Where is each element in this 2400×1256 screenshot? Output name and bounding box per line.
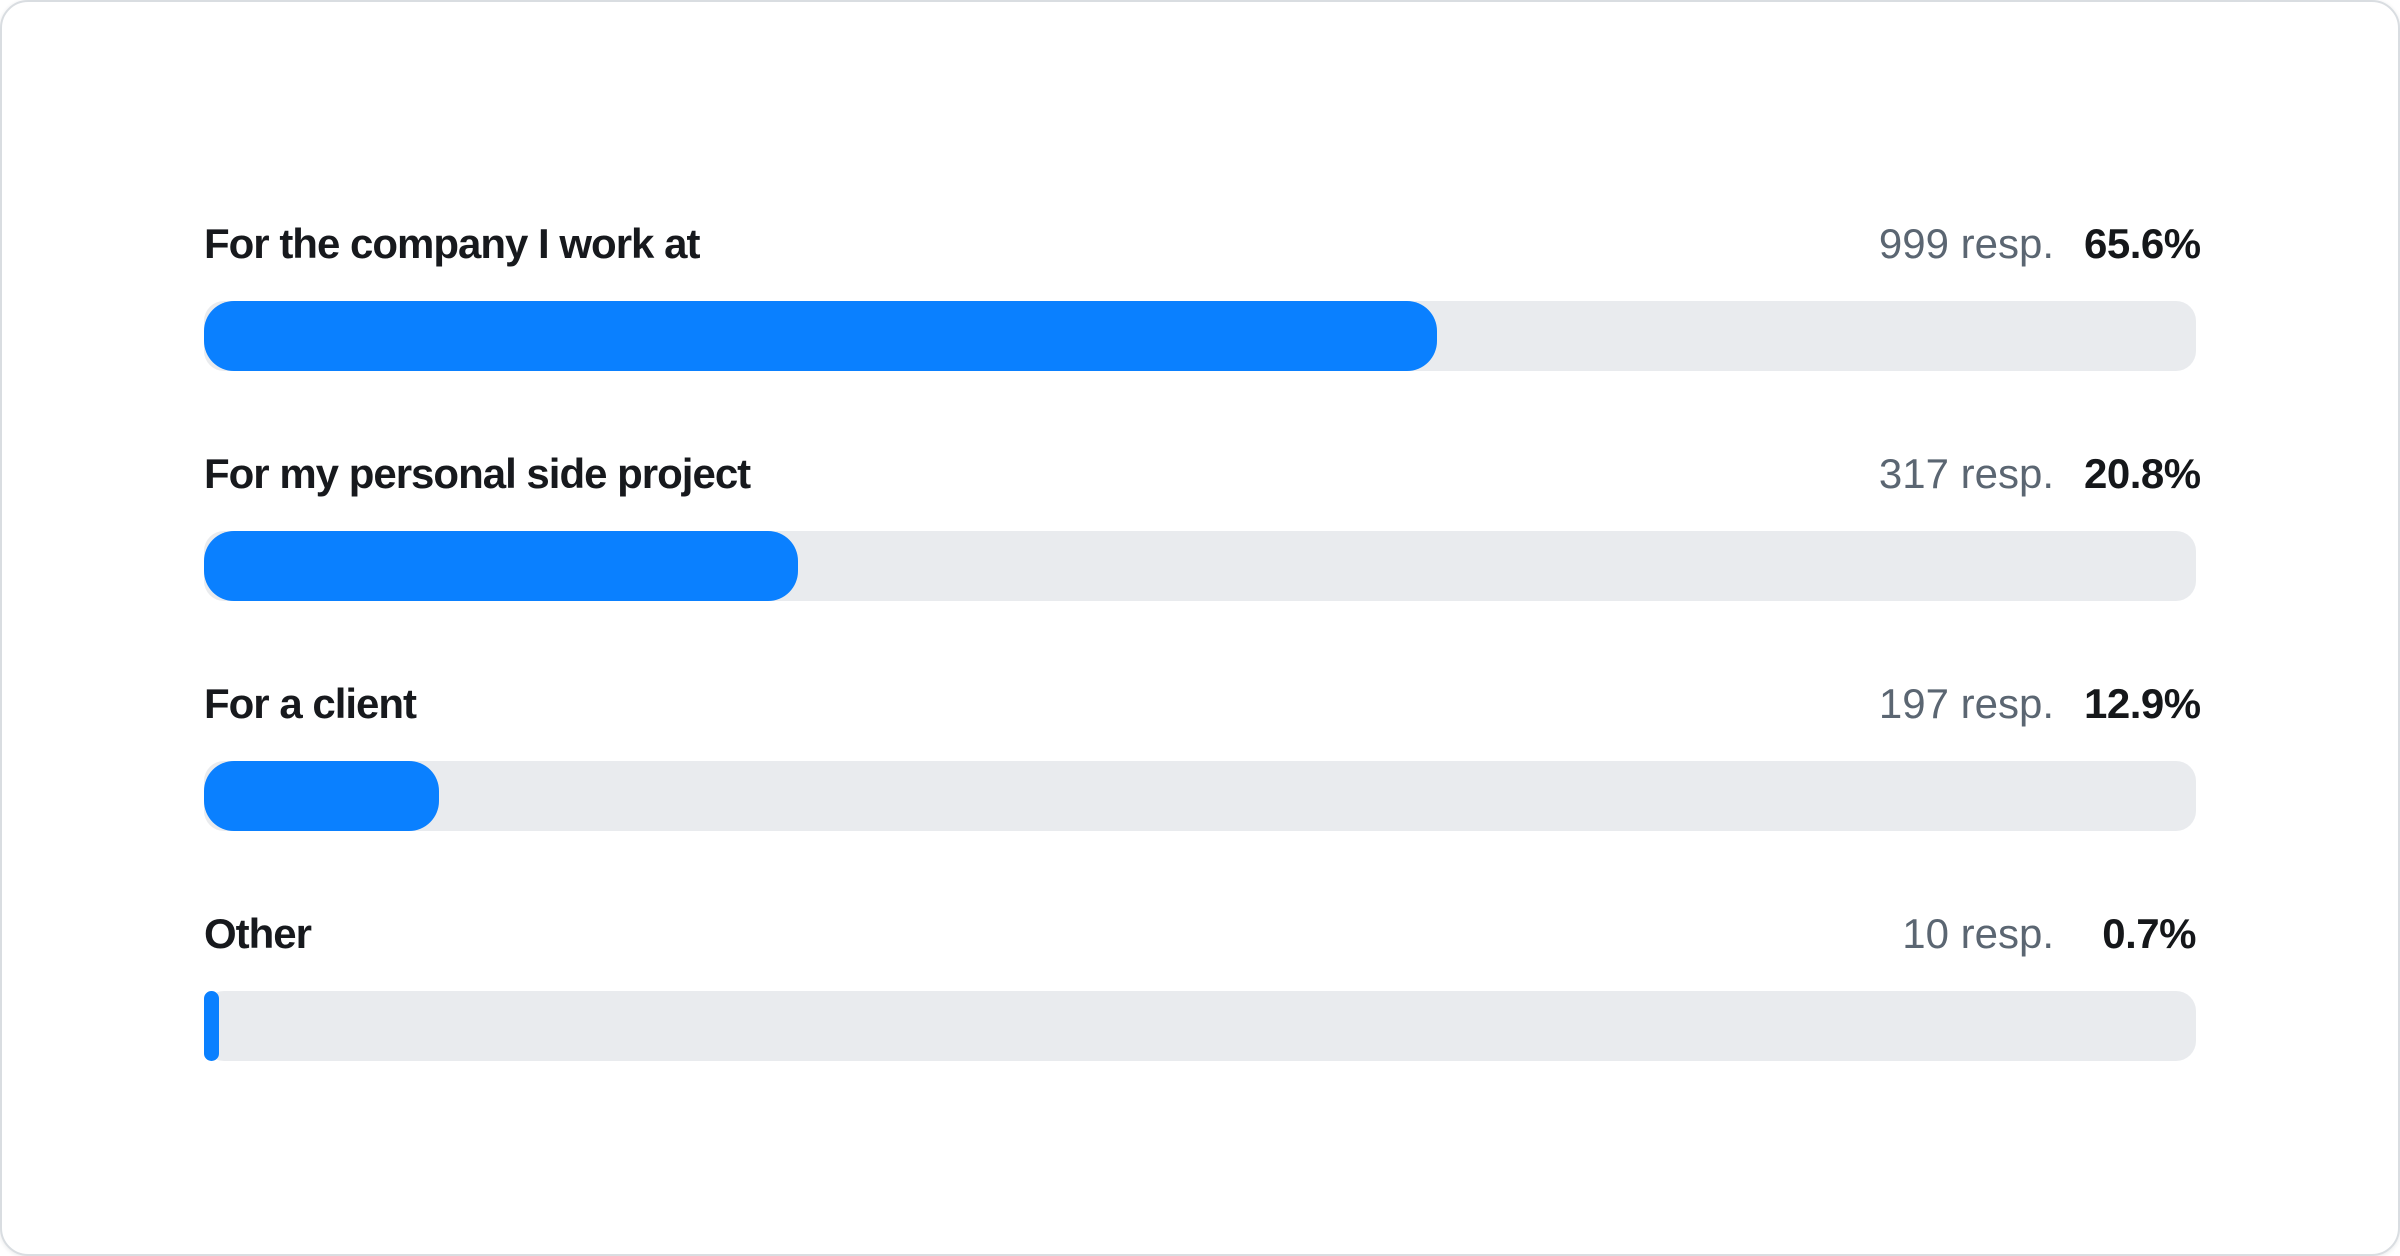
answer-label: Other [204, 910, 312, 957]
bar-fill [204, 531, 798, 601]
result-row: For the company I work at 999 resp. 65.6… [204, 219, 2201, 371]
answer-label: For my personal side project [204, 450, 751, 497]
result-row-header: For my personal side project 317 resp. 2… [204, 449, 2201, 499]
percentage-value: 12.9% [2084, 680, 2201, 727]
bar-track [204, 301, 2196, 371]
response-count: 999 resp. [1878, 220, 2054, 267]
result-row-header: Other 10 resp. 0.7% [204, 909, 2197, 959]
result-row: Other 10 resp. 0.7% [204, 909, 2197, 1061]
bar-track [204, 531, 2196, 601]
result-row: For a client 197 resp. 12.9% [204, 679, 2201, 831]
response-count: 317 resp. [1878, 450, 2054, 497]
result-row-header: For a client 197 resp. 12.9% [204, 679, 2201, 729]
percentage-value: 65.6% [2084, 220, 2201, 267]
result-row: For my personal side project 317 resp. 2… [204, 449, 2201, 601]
percentage-value: 0.7% [2102, 910, 2196, 957]
response-count: 197 resp. [1878, 680, 2054, 727]
percentage-value: 20.8% [2084, 450, 2201, 497]
bar-fill [204, 301, 1438, 371]
response-count: 10 resp. [1902, 910, 2054, 957]
bar-fill [204, 991, 219, 1061]
result-row-header: For the company I work at 999 resp. 65.6… [204, 219, 2201, 269]
answer-label: For a client [204, 680, 417, 727]
bar-track [204, 991, 2196, 1061]
bar-fill [204, 761, 440, 831]
bar-track [204, 761, 2196, 831]
answer-label: For the company I work at [204, 220, 700, 267]
